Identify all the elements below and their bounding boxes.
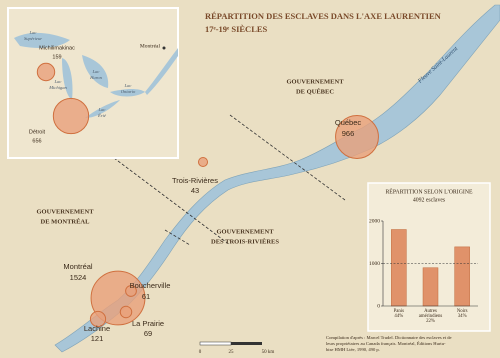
place-name: Michilimakinac xyxy=(39,45,75,51)
bar xyxy=(391,229,407,307)
place-count: 966 xyxy=(342,129,355,138)
bar xyxy=(422,267,439,307)
place-circle xyxy=(125,285,137,297)
share-label: 44% xyxy=(394,314,403,319)
place-name: Détroit xyxy=(29,129,46,135)
chart-title: RÉPARTITION SELON L'ORIGINE xyxy=(385,187,473,195)
x-tick-label: Autres xyxy=(424,309,437,314)
title: 17ᵉ-19ᵉ SIÈCLES xyxy=(205,24,268,34)
place-count: 1524 xyxy=(70,273,87,282)
place-count: 159 xyxy=(52,54,61,60)
scale-label: 0 xyxy=(199,350,202,355)
region-label: GOUVERNEMENT xyxy=(36,208,94,215)
city-label: Montréal xyxy=(140,43,161,49)
region-label: GOUVERNEMENT xyxy=(286,78,344,85)
place-count: 61 xyxy=(142,292,150,301)
city-dot xyxy=(162,46,166,50)
scale-bar: 0 25 50 km xyxy=(199,341,275,355)
place-count: 69 xyxy=(144,329,152,338)
lake-label: Lac xyxy=(92,69,100,74)
lake-label: Lac xyxy=(54,79,62,84)
place-circle xyxy=(335,115,379,159)
place-circle xyxy=(36,62,56,82)
lake-label: Lac xyxy=(124,83,132,88)
region-label: DE QUÉBEC xyxy=(296,87,334,95)
place-name: Trois-Rivières xyxy=(172,176,218,185)
source: leurs propriétaires au Canada français. … xyxy=(326,341,446,347)
lake-label: Lac xyxy=(29,30,37,35)
place-count: 656 xyxy=(32,138,41,144)
share-label: 34% xyxy=(458,314,467,319)
chart-subtitle: 4092 esclaves xyxy=(413,197,446,203)
region-label: DE MONTRÉAL xyxy=(41,217,91,225)
place-circle xyxy=(89,310,107,328)
place-count: 121 xyxy=(91,334,104,343)
share-label: 22% xyxy=(426,319,435,324)
lake-label: Supérieur xyxy=(24,36,42,41)
lake-label: Érié xyxy=(97,113,107,118)
inset: Lac Supérieur Lac Michigan Lac Huron Lac… xyxy=(7,7,179,159)
y-tick-label: 2000 xyxy=(369,218,380,224)
lake-label: Ontario xyxy=(121,89,136,94)
region-label: GOUVERNEMENT xyxy=(216,228,274,235)
y-tick-label: 0 xyxy=(377,303,380,309)
place-count: 43 xyxy=(191,186,199,195)
x-tick-label: Noirs xyxy=(457,309,468,314)
title: RÉPARTITION DES ESCLAVES DANS L'AXE LAUR… xyxy=(205,11,442,21)
bar xyxy=(454,246,470,307)
bar-chart: RÉPARTITION SELON L'ORIGINE 4092 esclave… xyxy=(367,182,491,332)
source: Compilation d'après : Marcel Trudel. Dic… xyxy=(326,335,452,340)
scale-label: 25 xyxy=(229,350,235,355)
lake-label: Michigan xyxy=(48,85,67,90)
lake-label: Lac xyxy=(98,107,106,112)
place-name: Boucherville xyxy=(130,281,171,290)
boundaries xyxy=(109,114,346,246)
place-circle xyxy=(52,97,90,135)
place-name: Lachine xyxy=(84,324,110,333)
place-name: La Prairie xyxy=(132,319,164,328)
place-circle xyxy=(119,305,133,319)
region-label: DES TROIS-RIVIÈRES xyxy=(211,237,279,245)
place-name: Québec xyxy=(335,118,362,127)
place-name: Montréal xyxy=(63,262,93,271)
x-tick-label: amérindiens xyxy=(419,314,443,319)
x-tick-label: Panis xyxy=(394,309,405,314)
source: bise HMH Ltée, 1990, 490 p. xyxy=(326,347,380,353)
lake-label: Huron xyxy=(89,75,103,80)
place-circle xyxy=(197,156,209,168)
scale-label: 50 km xyxy=(262,350,275,355)
y-tick-label: 1000 xyxy=(369,261,380,267)
